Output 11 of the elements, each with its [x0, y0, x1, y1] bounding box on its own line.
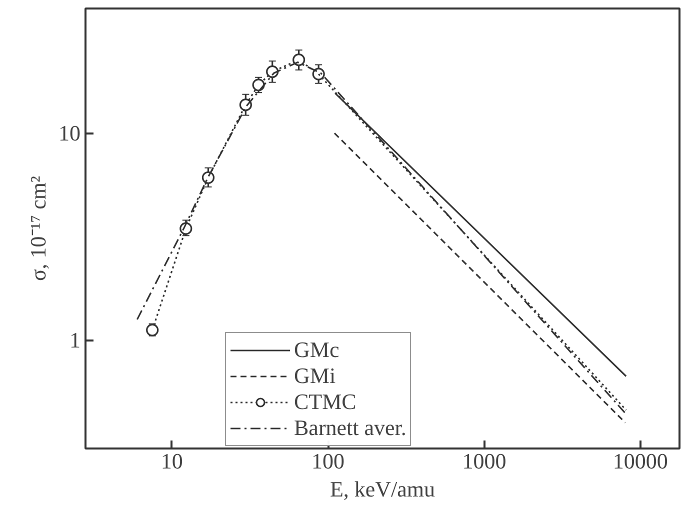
legend-label: GMi [294, 363, 336, 389]
x-axis-title: E, keV/amu [330, 476, 436, 502]
legend-label: Barnett aver. [294, 415, 406, 441]
y-tick-label: 1 [70, 328, 80, 353]
y-axis-title: σ, 10⁻¹⁷ cm² [26, 176, 50, 282]
x-tick-label: 10000 [612, 448, 668, 474]
x-tick-label: 100 [312, 448, 345, 474]
x-tick-label: 1000 [462, 448, 506, 474]
x-tick-label: 10 [160, 448, 183, 474]
legend-label: CTMC [294, 389, 356, 415]
legend-label: GMc [294, 337, 340, 363]
